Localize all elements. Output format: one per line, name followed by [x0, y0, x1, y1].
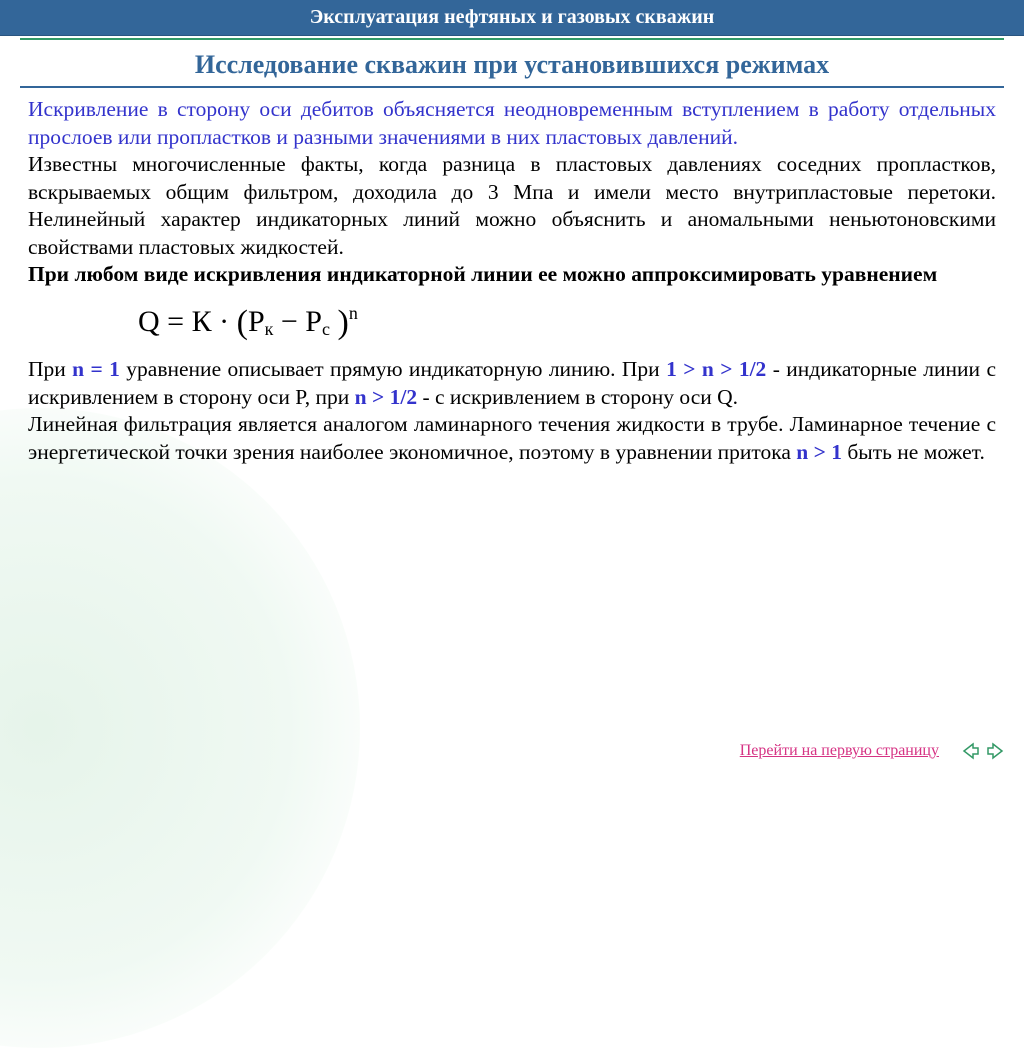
nav-arrows	[960, 740, 1006, 762]
p5b: быть не может.	[842, 440, 985, 464]
header-title: Эксплуатация нефтяных и газовых скважин	[310, 6, 715, 28]
formula-rparen: )	[337, 304, 348, 341]
next-arrow-button[interactable]	[984, 740, 1006, 762]
p4-n3: n > 1/2	[355, 385, 417, 409]
paragraph-4: При n = 1 уравнение описывает прямую инд…	[28, 356, 996, 411]
prev-arrow-button[interactable]	[960, 740, 982, 762]
content-area: Искривление в сторону оси дебитов объясн…	[0, 96, 1024, 466]
paragraph-2: Известны многочисленные факты, когда раз…	[28, 151, 996, 261]
background-gradient	[0, 408, 360, 1048]
p5-n: n > 1	[796, 440, 842, 464]
arrow-left-icon	[961, 741, 981, 761]
paragraph-5: Линейная фильтрация является аналогом ла…	[28, 411, 996, 466]
arrow-right-icon	[985, 741, 1005, 761]
formula-lparen: (	[237, 304, 248, 341]
p4-n2: 1 > n > 1/2	[666, 357, 766, 381]
p4d: - с искривлением в сторону оси Q.	[417, 385, 738, 409]
formula-Pk: P	[248, 305, 265, 338]
formula-n-sup: n	[349, 303, 358, 323]
header-bar: Эксплуатация нефтяных и газовых скважин	[0, 0, 1024, 36]
first-page-link[interactable]: Перейти на первую страницу	[740, 742, 939, 760]
section-title: Исследование скважин при установившихся …	[0, 40, 1024, 86]
formula-Q: Q	[138, 305, 160, 338]
p4b: уравнение описывает прямую индикаторную …	[120, 357, 666, 381]
formula-minus: −	[273, 305, 305, 338]
formula-Pc: P	[305, 305, 322, 338]
formula-dot: ·	[212, 305, 237, 338]
formula-K: К	[192, 305, 212, 338]
paragraph-1: Искривление в сторону оси дебитов объясн…	[28, 96, 996, 151]
p4-n1: n = 1	[72, 357, 120, 381]
formula-c-sub: с	[322, 319, 330, 339]
divider-blue	[20, 86, 1004, 88]
formula: Q = К · (Pк − Pс )n	[28, 289, 996, 357]
p4a: При	[28, 357, 72, 381]
formula-eq: =	[160, 305, 192, 338]
paragraph-3: При любом виде искривления индикаторной …	[28, 261, 996, 289]
